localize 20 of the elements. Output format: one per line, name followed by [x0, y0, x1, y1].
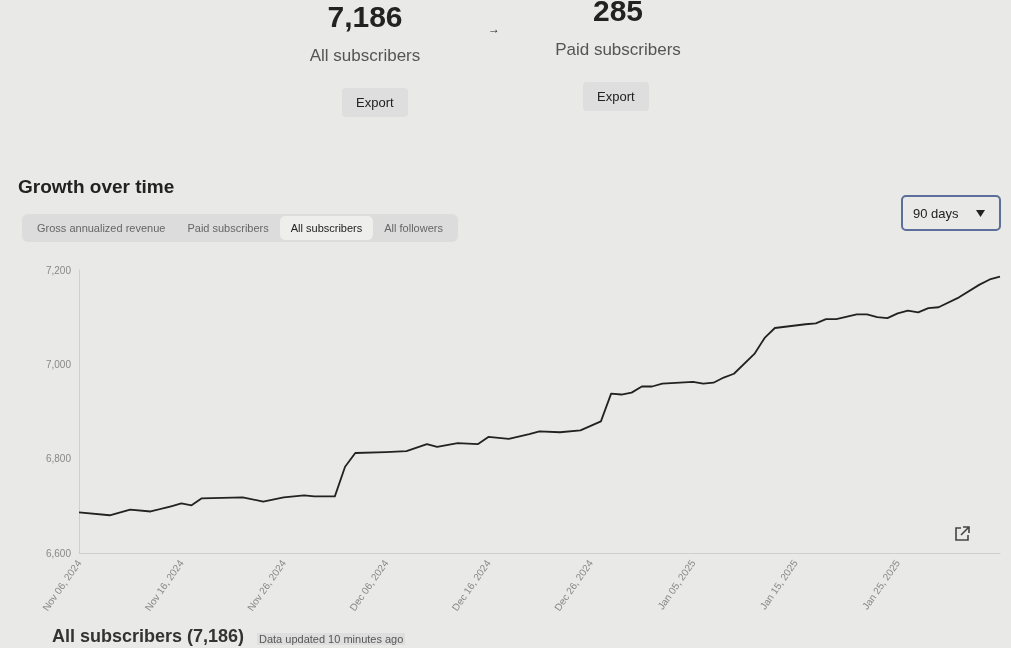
text: 90 days: [901, 195, 1001, 231]
text: 7,186: [326, 0, 404, 34]
y-tick-label: 6,800: [45, 453, 72, 465]
text: All subscribers: [279, 216, 374, 240]
y-tick-label: 6,600: [45, 547, 72, 559]
text: Gross annualized revenue: [36, 221, 167, 236]
chart-title: Growth over time: [18, 176, 175, 198]
text: →: [488, 22, 500, 36]
y-tick-label: 7,200: [45, 264, 72, 276]
text: All subscribers (7,186): [52, 626, 245, 647]
text: Paid subscribers: [186, 221, 270, 236]
text: All subscribers: [308, 46, 422, 66]
text: 285: [591, 0, 645, 28]
y-tick-label: 7,000: [45, 358, 72, 370]
text: Data updated 10 minutes ago: [257, 633, 406, 645]
text: All followers: [383, 221, 444, 236]
text: Export: [583, 82, 649, 111]
line-series: [78, 275, 1001, 517]
text: Export: [342, 88, 408, 117]
text: Paid subscribers: [554, 40, 682, 60]
